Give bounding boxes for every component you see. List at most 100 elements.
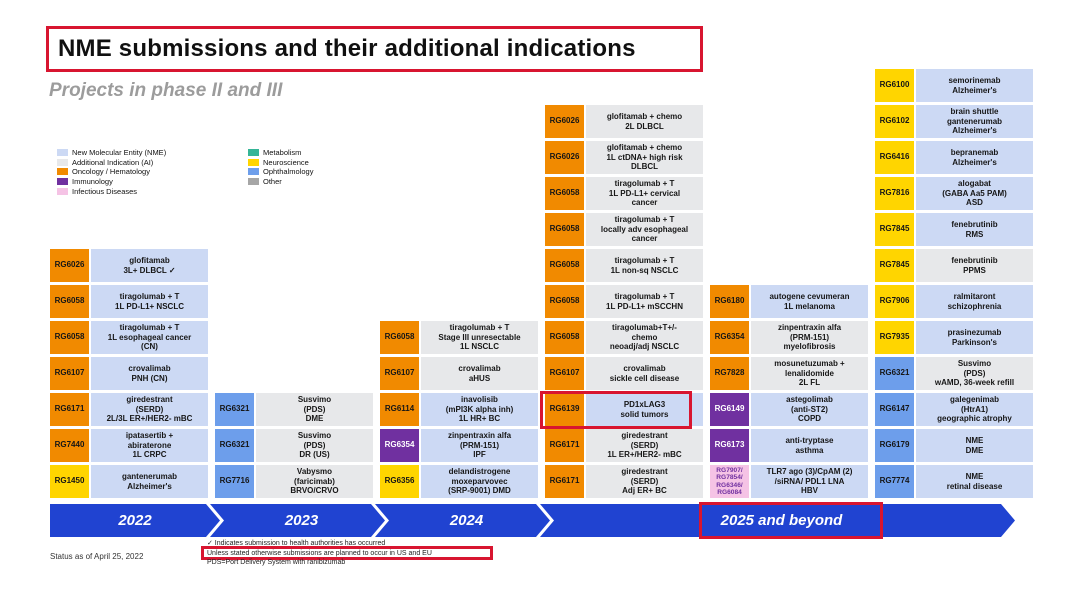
pipeline-row: RG6107 crovalimab PNH (CN) [50,357,208,390]
project-code: RG6139 [545,393,584,426]
project-code: RG6058 [545,249,584,282]
other-swatch-icon [248,178,259,186]
project-code: RG6107 [545,357,584,390]
project-code: RG1450 [50,465,89,498]
legend-label: Metabolism [263,148,302,158]
pipeline-column-2022: RG6026 glofitamab 3L+ DLBCL ✓ RG6058 tirago… [50,249,208,498]
project-code: RG6416 [875,141,914,174]
timeline-segment-2023: 2023 [210,504,385,537]
project-code: RG7716 [215,465,254,498]
oncology-swatch-icon [57,168,68,176]
timeline-label: 2022 [118,512,152,529]
ai-swatch-icon [57,158,68,166]
project-code: RG6026 [50,249,89,282]
pipeline-row: RG6026 glofitamab + chemo 2L DLBCL [545,105,703,138]
legend-item-neuroscience: Neuroscience [248,158,313,168]
project-code: RG6354 [380,429,419,462]
project-name: NME retinal disease [916,465,1033,498]
project-name: alogabat (GABA Aa5 PAM) ASD [916,177,1033,210]
project-name: galegenimab (HtrA1) geographic atrophy [916,393,1033,426]
project-name: giredestrant (SERD) 2L/3L ER+/HER2- mBC [91,393,208,426]
project-name: Vabysmo (faricimab) BRVO/CRVO [256,465,373,498]
legend-item-immunology: Immunology [57,177,166,187]
project-code: RG6058 [380,321,419,354]
pipeline-row: RG6171 giredestrant (SERD) 2L/3L ER+/HER2… [50,393,208,426]
project-code: RG6107 [50,357,89,390]
project-code: RG6058 [545,177,584,210]
pipeline-row: RG6107 crovalimab sickle cell disease [545,357,703,390]
project-name: mosunetuzumab + lenalidomide 2L FL [751,357,868,390]
legend-column-right: Metabolism Neuroscience Ophthalmology Other [248,148,313,186]
legend-label: Ophthalmology [263,167,314,177]
project-name: glofitamab 3L+ DLBCL ✓ [91,249,208,282]
pipeline-row: RG7440 ipatasertib + abiraterone 1L CRPC [50,429,208,462]
project-name: crovalimab aHUS [421,357,538,390]
pipeline-row: RG6321 Susvimo (PDS) DR (US) [215,429,373,462]
project-code: RG6173 [710,429,749,462]
project-code: RG7440 [50,429,89,462]
project-name: tiragolumab + T 1L esophageal cancer (CN… [91,321,208,354]
pipeline-column-2025-c: RG6100 semorinemab Alzheimer's RG6102 brain… [875,69,1033,498]
project-name: ralmitaront schizophrenia [916,285,1033,318]
legend-item-infectious: Infectious Diseases [57,186,166,196]
pipeline-row: RG6114 inavolisib (mPI3K alpha inh) 1L HR… [380,393,538,426]
pipeline-row: RG7906 ralmitaront schizophrenia [875,285,1033,318]
project-code: RG6171 [50,393,89,426]
timeline-segment-2024: 2024 [375,504,550,537]
project-code: RG6171 [545,465,584,498]
project-code: RG6107 [380,357,419,390]
pipeline-row: RG7935 prasinezumab Parkinson's [875,321,1033,354]
legend: New Molecular Entity (NME) Additional Ind… [57,148,387,198]
pipeline-column-2024: RG6058 tiragolumab + T Stage III unresect… [380,321,538,498]
pipeline-row: RG7907/ RG7854/ RG6346/ RG6084 TLR7 ago (… [710,465,868,498]
project-code: RG6058 [545,213,584,246]
project-code: RG6100 [875,69,914,102]
project-name: tiragolumab + T Stage III unresectable 1… [421,321,538,354]
project-code: RG6026 [545,141,584,174]
pipeline-row: RG6416 bepranemab Alzheimer's [875,141,1033,174]
timeline-label: 2023 [284,512,319,529]
project-code: RG6321 [215,429,254,462]
timeline-segment-2022: 2022 [50,504,220,537]
pipeline-row: RG7816 alogabat (GABA Aa5 PAM) ASD [875,177,1033,210]
pipeline-row: RG1450 gantenerumab Alzheimer's [50,465,208,498]
pipeline-row: RG6139 PD1xLAG3 solid tumors [545,393,703,426]
pipeline-row: RG7828 mosunetuzumab + lenalidomide 2L FL [710,357,868,390]
legend-label: Other [263,177,282,187]
legend-item-nme: New Molecular Entity (NME) [57,148,166,158]
project-name: tiragolumab + T 1L PD-L1+ mSCCHN [586,285,703,318]
pipeline-column-2023: RG6321 Susvimo (PDS) DME RG6321 Susvimo (PD… [215,393,373,498]
pipeline-row: RG6173 anti-tryptase asthma [710,429,868,462]
legend-item-ai: Additional Indication (AI) [57,158,166,168]
project-code: RG6354 [710,321,749,354]
project-name: glofitamab + chemo 1L ctDNA+ high risk D… [586,141,703,174]
project-name: fenebrutinib RMS [916,213,1033,246]
pipeline-row: RG6179 NME DME [875,429,1033,462]
timeline-label: 2024 [449,512,484,529]
project-code: RG6058 [50,321,89,354]
legend-item-oncology: Oncology / Hematology [57,167,166,177]
pipeline-row: RG6100 semorinemab Alzheimer's [875,69,1033,102]
legend-item-other: Other [248,177,313,187]
project-name: inavolisib (mPI3K alpha inh) 1L HR+ BC [421,393,538,426]
pipeline-row: RG6321 Susvimo (PDS) wAMD, 36-week refill [875,357,1033,390]
pipeline-row: RG6102 brain shuttle gantenerumab Alzheim… [875,105,1033,138]
nme-swatch-icon [57,149,68,157]
project-name: Susvimo (PDS) DME [256,393,373,426]
project-name: ipatasertib + abiraterone 1L CRPC [91,429,208,462]
project-name: crovalimab sickle cell disease [586,357,703,390]
project-name: tiragolumab + T 1L non-sq NSCLC [586,249,703,282]
project-name: Susvimo (PDS) DR (US) [256,429,373,462]
infectious-swatch-icon [57,187,68,195]
project-name: tiragolumab+T+/- chemo neoadj/adj NSCLC [586,321,703,354]
status-note: Status as of April 25, 2022 [50,552,144,561]
pipeline-row: RG6321 Susvimo (PDS) DME [215,393,373,426]
project-name: brain shuttle gantenerumab Alzheimer's [916,105,1033,138]
pipeline-row: RG6149 astegolimab (anti-ST2) COPD [710,393,868,426]
project-code: RG6321 [215,393,254,426]
project-name: tiragolumab + T locally adv esophageal c… [586,213,703,246]
project-name: anti-tryptase asthma [751,429,868,462]
pipeline-row: RG6354 zinpentraxin alfa (PRM-151) myelof… [710,321,868,354]
page-subtitle: Projects in phase II and III [49,80,283,101]
project-code: RG7906 [875,285,914,318]
